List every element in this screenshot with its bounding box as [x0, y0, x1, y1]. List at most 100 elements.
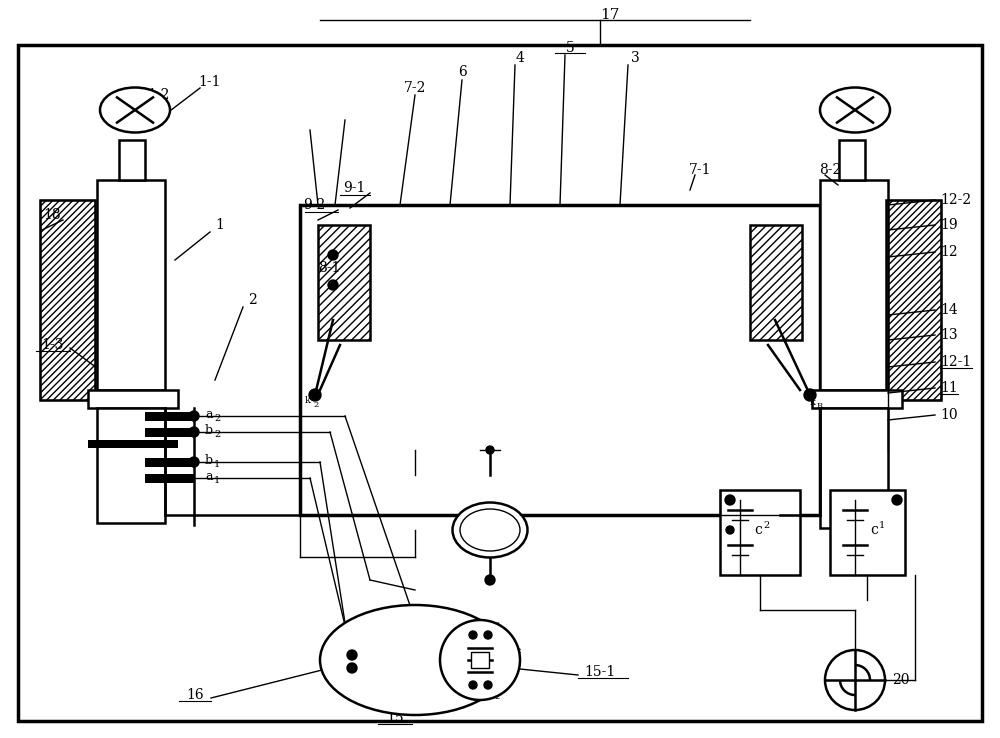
Text: b: b: [205, 453, 213, 466]
Text: 2: 2: [471, 621, 477, 629]
Text: 2: 2: [214, 430, 220, 438]
Text: 3: 3: [631, 51, 639, 65]
Text: 2: 2: [248, 293, 256, 307]
Text: d: d: [329, 645, 336, 655]
Text: 1: 1: [214, 460, 220, 469]
Text: 1: 1: [879, 522, 885, 531]
Circle shape: [189, 411, 199, 421]
Text: 8-2: 8-2: [819, 163, 841, 177]
Text: 2: 2: [494, 621, 500, 629]
Text: 20: 20: [892, 673, 910, 687]
Bar: [40, 200, 95, 400]
Bar: [40, 200, 95, 400]
Text: 12-1: 12-1: [940, 355, 971, 369]
Bar: [886, 200, 941, 400]
Text: 1-1: 1-1: [199, 75, 221, 89]
Bar: [823, 270, 885, 385]
Bar: [471, 652, 489, 668]
Ellipse shape: [320, 605, 510, 715]
Text: 18: 18: [43, 208, 61, 222]
Text: g: g: [463, 688, 470, 698]
Text: 5: 5: [566, 41, 574, 55]
Circle shape: [189, 427, 199, 437]
Bar: [318, 225, 370, 340]
Bar: [145, 428, 195, 437]
Bar: [886, 200, 941, 400]
Text: R: R: [817, 402, 823, 410]
Text: 11: 11: [940, 381, 958, 395]
Bar: [823, 180, 885, 270]
Text: 15-1: 15-1: [584, 665, 616, 679]
Bar: [750, 225, 802, 340]
Circle shape: [892, 495, 902, 505]
Circle shape: [469, 631, 477, 639]
Bar: [97, 180, 165, 390]
Bar: [119, 140, 145, 180]
Bar: [145, 474, 195, 483]
Ellipse shape: [452, 503, 528, 557]
Circle shape: [725, 495, 735, 505]
Text: 2: 2: [494, 693, 500, 701]
Circle shape: [347, 663, 357, 673]
Bar: [830, 490, 905, 575]
Circle shape: [825, 650, 885, 710]
Circle shape: [469, 681, 477, 689]
Text: c: c: [754, 523, 762, 537]
Circle shape: [440, 620, 520, 700]
Text: a: a: [205, 407, 213, 421]
Bar: [839, 140, 865, 180]
Text: 12-2: 12-2: [940, 193, 971, 207]
Text: 1: 1: [214, 475, 220, 485]
Text: 13: 13: [940, 328, 958, 342]
Text: 8-1: 8-1: [318, 261, 340, 275]
Circle shape: [484, 681, 492, 689]
Text: 7-2: 7-2: [404, 81, 426, 95]
Text: 22: 22: [336, 655, 346, 663]
Text: 10: 10: [940, 408, 958, 422]
Text: f: f: [487, 688, 491, 698]
Circle shape: [189, 457, 199, 467]
Circle shape: [484, 631, 492, 639]
Circle shape: [486, 446, 494, 454]
Text: 15: 15: [386, 711, 404, 725]
Text: 17: 17: [600, 8, 620, 22]
Circle shape: [485, 575, 495, 585]
Text: b: b: [205, 424, 213, 436]
Circle shape: [328, 250, 338, 260]
Text: 2: 2: [214, 413, 220, 422]
Text: e: e: [463, 624, 469, 634]
Text: d: d: [486, 624, 493, 634]
Text: g: g: [505, 663, 512, 673]
Text: 22: 22: [512, 647, 522, 655]
Circle shape: [347, 650, 357, 660]
Text: 16: 16: [186, 688, 204, 702]
Text: 22: 22: [336, 642, 346, 650]
Text: 1-2: 1-2: [147, 88, 169, 102]
Bar: [300, 205, 820, 515]
Text: 9-2: 9-2: [303, 198, 325, 212]
Ellipse shape: [820, 88, 890, 133]
Text: M: M: [480, 521, 500, 539]
Text: k: k: [305, 396, 311, 404]
Text: a: a: [205, 469, 213, 483]
Ellipse shape: [100, 88, 170, 133]
Text: 2: 2: [763, 522, 769, 531]
Bar: [820, 408, 888, 528]
Circle shape: [804, 389, 816, 401]
Bar: [820, 180, 888, 390]
Circle shape: [328, 280, 338, 290]
Bar: [88, 440, 178, 448]
Text: 2: 2: [313, 401, 319, 409]
Text: e: e: [329, 658, 335, 668]
Bar: [305, 210, 815, 510]
Text: 1-3: 1-3: [41, 338, 63, 352]
Text: k: k: [810, 398, 816, 407]
Text: 14: 14: [940, 303, 958, 317]
Bar: [97, 408, 165, 523]
Text: c: c: [870, 523, 878, 537]
Bar: [100, 180, 162, 270]
Bar: [100, 270, 162, 385]
Text: 2: 2: [471, 693, 477, 701]
Text: 9-1: 9-1: [343, 181, 365, 195]
Text: 1: 1: [216, 218, 224, 232]
